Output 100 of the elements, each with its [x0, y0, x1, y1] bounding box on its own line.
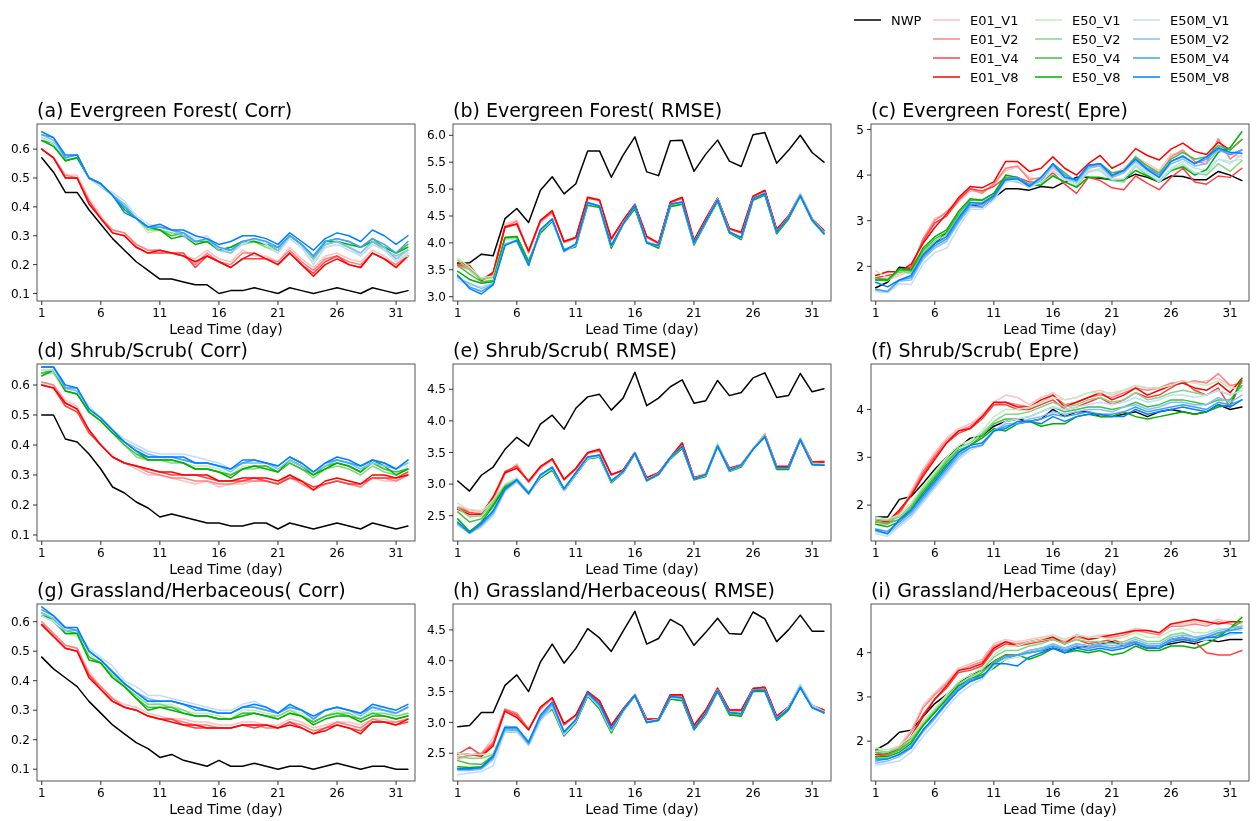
x-tick-label: 16 — [1045, 786, 1061, 800]
y-tick-label: 4.5 — [426, 209, 446, 224]
y-tick-label: 4 — [856, 645, 864, 660]
x-axis-title: Lead Time (day) — [169, 561, 283, 577]
x-tick-label: 11 — [986, 306, 1002, 320]
chart-title: (a) Evergreen Forest( Corr) — [37, 99, 293, 121]
legend-label: E01_V2 — [970, 31, 1019, 47]
y-tick-label: 0.3 — [10, 468, 30, 483]
x-tick-label: 31 — [1222, 546, 1238, 560]
chart-title: (d) Shrub/Scrub( Corr) — [37, 339, 248, 361]
y-tick-label: 3.5 — [426, 684, 446, 699]
x-axis-title: Lead Time (day) — [585, 801, 699, 817]
x-tick-label: 6 — [96, 786, 105, 800]
x-tick-label: 11 — [152, 306, 168, 320]
x-axis-title: Lead Time (day) — [169, 321, 283, 337]
x-tick-label: 11 — [986, 786, 1002, 800]
y-tick-label: 0.4 — [10, 673, 30, 688]
x-tick-label: 21 — [270, 306, 286, 320]
y-tick-label: 4.5 — [426, 382, 446, 397]
chart-title: (i) Grassland/Herbaceous( Epre) — [871, 579, 1176, 601]
x-tick-label: 31 — [388, 546, 404, 560]
x-tick-label: 6 — [512, 786, 521, 800]
x-tick-label: 6 — [930, 786, 939, 800]
x-tick-label: 31 — [388, 786, 404, 800]
x-axis-title: Lead Time (day) — [1003, 561, 1117, 577]
y-tick-label: 5.5 — [426, 155, 446, 170]
x-tick-label: 6 — [96, 306, 105, 320]
y-tick-label: 0.2 — [10, 257, 30, 272]
legend-label: E50M_V4 — [1170, 50, 1230, 66]
y-tick-label: 2 — [856, 259, 864, 274]
legend-label: E50_V4 — [1072, 50, 1121, 66]
x-tick-label: 26 — [745, 306, 761, 320]
x-tick-label: 26 — [745, 786, 761, 800]
x-tick-label: 26 — [329, 306, 345, 320]
chart-title: (h) Grassland/Herbaceous( RMSE) — [453, 579, 776, 601]
x-tick-label: 6 — [930, 306, 939, 320]
x-tick-label: 1 — [871, 306, 880, 320]
x-tick-label: 16 — [627, 786, 643, 800]
y-tick-label: 0.3 — [10, 703, 30, 718]
y-tick-label: 0.1 — [10, 762, 30, 777]
y-tick-label: 4 — [856, 402, 864, 417]
x-tick-label: 26 — [1163, 306, 1179, 320]
x-axis-title: Lead Time (day) — [1003, 801, 1117, 817]
x-tick-label: 31 — [1222, 306, 1238, 320]
y-tick-label: 4.5 — [426, 623, 446, 638]
y-tick-label: 3.5 — [426, 263, 446, 277]
y-tick-label: 0.2 — [10, 498, 30, 513]
y-tick-label: 0.5 — [10, 171, 30, 186]
legend-label: E01_V1 — [970, 12, 1019, 28]
x-tick-label: 11 — [986, 546, 1002, 560]
y-tick-label: 4.0 — [426, 414, 446, 429]
legend-label: E50_V1 — [1072, 12, 1121, 28]
y-tick-label: 6.0 — [426, 128, 446, 143]
x-axis-title: Lead Time (day) — [585, 321, 699, 337]
x-tick-label: 6 — [96, 546, 105, 560]
x-tick-label: 21 — [1104, 786, 1120, 800]
x-tick-label: 26 — [1163, 786, 1179, 800]
y-tick-label: 0.1 — [10, 528, 30, 543]
y-tick-label: 5.0 — [426, 182, 446, 197]
y-tick-label: 3 — [856, 690, 864, 705]
x-axis-title: Lead Time (day) — [1003, 321, 1117, 337]
y-tick-label: 0.5 — [10, 408, 30, 423]
y-tick-label: 0.4 — [10, 438, 30, 453]
chart-title: (f) Shrub/Scrub( Epre) — [871, 339, 1080, 361]
x-tick-label: 6 — [930, 546, 939, 560]
legend-label: E50_V2 — [1072, 31, 1121, 47]
x-tick-label: 21 — [270, 786, 286, 800]
x-tick-label: 16 — [211, 306, 227, 320]
y-tick-label: 0.6 — [10, 378, 30, 393]
legend-label: E01_V4 — [970, 50, 1019, 66]
x-tick-label: 21 — [270, 546, 286, 560]
x-tick-label: 1 — [871, 786, 880, 800]
legend-label: E50M_V8 — [1170, 69, 1230, 85]
x-tick-label: 1 — [37, 546, 46, 560]
y-tick-label: 2.5 — [426, 746, 446, 761]
x-tick-label: 11 — [152, 786, 168, 800]
legend-label: E50M_V2 — [1170, 31, 1230, 47]
x-tick-label: 1 — [37, 786, 46, 800]
y-tick-label: 0.5 — [10, 644, 30, 659]
x-tick-label: 16 — [1045, 546, 1061, 560]
y-tick-label: 0.1 — [10, 286, 30, 301]
x-tick-label: 6 — [512, 306, 521, 320]
x-tick-label: 21 — [686, 786, 702, 800]
y-tick-label: 2.5 — [426, 508, 446, 523]
x-tick-label: 16 — [211, 546, 227, 560]
y-tick-label: 0.3 — [10, 228, 30, 243]
x-tick-label: 21 — [686, 546, 702, 560]
chart-title: (e) Shrub/Scrub( RMSE) — [453, 339, 677, 361]
legend-label: E50_V8 — [1072, 69, 1121, 85]
y-tick-label: 2 — [856, 734, 864, 749]
legend-label: NWP — [891, 12, 922, 28]
y-tick-label: 0.2 — [10, 732, 30, 747]
x-tick-label: 16 — [1045, 306, 1061, 320]
x-tick-label: 1 — [453, 306, 462, 320]
x-tick-label: 16 — [627, 546, 643, 560]
chart-title: (c) Evergreen Forest( Epre) — [871, 99, 1128, 121]
x-tick-label: 1 — [453, 786, 462, 800]
x-tick-label: 1 — [453, 546, 462, 560]
chart-title: (g) Grassland/Herbaceous( Corr) — [37, 579, 346, 601]
x-tick-label: 31 — [388, 306, 404, 320]
